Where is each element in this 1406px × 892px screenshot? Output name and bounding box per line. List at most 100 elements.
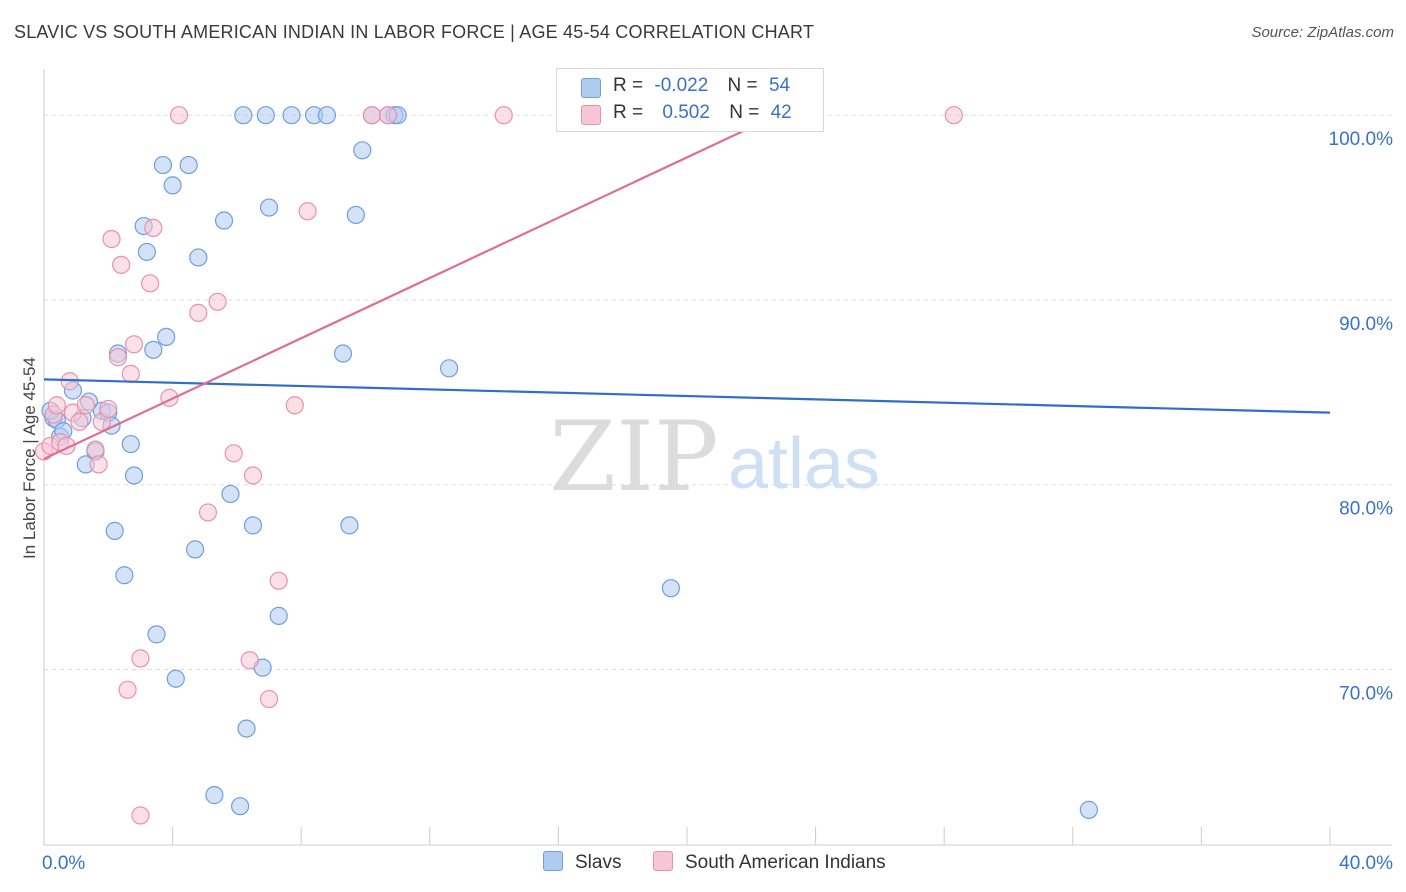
sai-point: [224, 444, 243, 463]
sai-point: [102, 229, 121, 249]
sai-point: [140, 274, 160, 293]
grid-lines: [44, 114, 1392, 670]
legend-n-value: 42: [770, 102, 792, 123]
sai-point: [118, 680, 137, 699]
sai-label: South American Indians: [685, 852, 886, 873]
sai-point: [108, 348, 128, 367]
sai-point: [285, 396, 304, 415]
sai-point: [243, 466, 263, 485]
slavs-point: [661, 579, 681, 598]
slavs-point: [346, 205, 365, 225]
sai-point: [86, 440, 105, 459]
slavs-point: [157, 327, 176, 347]
slavs-point: [163, 176, 182, 195]
slavs-point: [124, 466, 144, 485]
sai-point: [89, 455, 108, 474]
slavs-point: [259, 198, 279, 217]
slavs-point: [186, 540, 205, 559]
y-tick-label: 80.0%: [1339, 499, 1393, 520]
sai-point: [269, 571, 288, 590]
legend-r-value: 0.502: [662, 102, 710, 123]
sai-point: [124, 335, 144, 354]
legend-r-label: R =: [613, 75, 644, 96]
sai-point: [112, 255, 131, 274]
legend-item-slavs[interactable]: Slavs: [543, 851, 621, 874]
x-tick-label: 0.0%: [42, 853, 85, 874]
slavs-point: [439, 359, 459, 378]
legend-n-value: 54: [768, 75, 791, 96]
sai-point: [70, 412, 89, 431]
watermark-atlas: atlas: [728, 424, 880, 504]
slavs-point: [115, 566, 134, 585]
y-tick-label: 70.0%: [1339, 683, 1393, 704]
sai-point: [378, 106, 398, 125]
slavs-point: [137, 242, 156, 262]
slavs-trend-line: [43, 378, 1331, 414]
slavs-point: [189, 248, 208, 267]
sai-point: [131, 806, 150, 825]
sai-point: [944, 106, 963, 125]
sai-point: [198, 503, 218, 522]
sai-point: [144, 218, 163, 237]
trend-lines: [43, 114, 1331, 460]
y-tick-label: 100.0%: [1329, 129, 1394, 150]
legend-r-value: -0.022: [654, 75, 709, 96]
legend-n-label: N =: [727, 75, 758, 96]
sai-point: [47, 396, 66, 415]
sai-point: [240, 651, 259, 670]
sai-trend-line: [43, 114, 778, 460]
slavs-point: [231, 797, 250, 816]
slavs-swatch: [543, 851, 563, 871]
watermark: ZIP atlas: [549, 401, 880, 513]
chart-title: SLAVIC VS SOUTH AMERICAN INDIAN IN LABOR…: [14, 22, 815, 42]
legend-r-label: R =: [613, 102, 644, 123]
sai-point: [298, 202, 317, 221]
slavs-point: [153, 155, 173, 175]
slavs-point: [269, 606, 288, 625]
slavs-point: [179, 155, 198, 175]
slavs-point: [144, 340, 163, 359]
x-tick-label: 40.0%: [1339, 853, 1393, 874]
sai-point: [121, 364, 140, 383]
legend-box: R = -0.022 N = 54 R = 0.502 N = 42: [556, 68, 824, 132]
slavs-point: [353, 141, 372, 160]
slavs-point: [234, 106, 253, 125]
slavs-point: [214, 211, 234, 230]
sai-point: [362, 106, 382, 125]
sai-point: [131, 649, 150, 668]
slavs-point: [237, 719, 256, 738]
sai-point: [189, 303, 208, 322]
legend-swatch-pink: [581, 105, 601, 125]
slavs-point: [256, 106, 275, 125]
legend-swatch-blue: [581, 78, 601, 98]
y-tick-label: 90.0%: [1339, 314, 1393, 335]
slavs-point: [282, 106, 301, 125]
slavs-point: [317, 106, 337, 125]
slavs-point: [121, 434, 140, 454]
slavs-point: [1079, 800, 1098, 819]
tick-labels: 100.0% 90.0% 80.0% 70.0% 0.0% 40.0%: [42, 129, 1393, 874]
slavs-point: [340, 516, 359, 535]
legend-n-label: N =: [729, 102, 760, 123]
sai-point: [169, 106, 189, 125]
sai-swatch: [653, 851, 673, 871]
slavs-point: [243, 516, 263, 535]
source-label: Source: ZipAtlas.com: [1251, 24, 1394, 41]
bottom-legend: Slavs South American Indians: [0, 851, 1406, 879]
legend-item-south-american-indians[interactable]: South American Indians: [653, 851, 886, 874]
slavs-point: [147, 625, 166, 644]
sai-point: [99, 399, 118, 419]
slavs-point: [333, 344, 353, 363]
sai-point: [259, 689, 279, 709]
sai-point: [494, 106, 513, 125]
slavs-point: [105, 521, 124, 541]
sai-point: [208, 292, 227, 311]
slavs-point: [166, 669, 185, 688]
slavs-point: [221, 484, 240, 504]
slavs-point: [205, 786, 224, 805]
sai-point: [76, 396, 95, 415]
slavs-label: Slavs: [575, 852, 622, 873]
watermark-zip: ZIP: [549, 401, 718, 513]
data-points: [34, 106, 1098, 825]
